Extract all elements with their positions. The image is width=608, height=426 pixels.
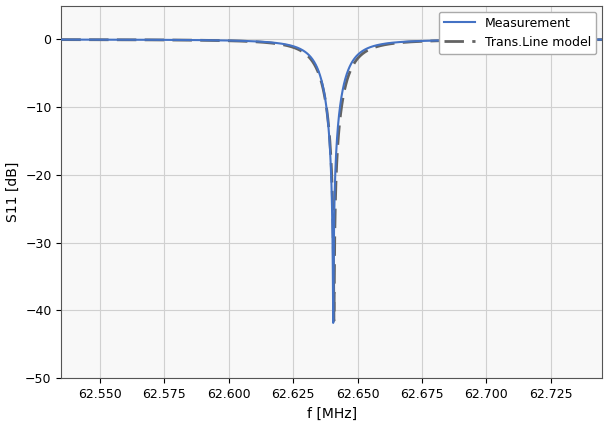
Measurement — [488, 37, 495, 43]
Measurement — [378, 42, 385, 47]
Trans.Line model — [599, 37, 606, 42]
Trans.Line model — [378, 43, 385, 48]
Trans.Line model — [401, 40, 409, 45]
Trans.Line model — [330, 318, 337, 323]
Measurement — [58, 37, 65, 42]
Measurement — [401, 39, 409, 44]
X-axis label: f [MHz]: f [MHz] — [307, 406, 357, 420]
Trans.Line model — [459, 38, 466, 43]
Trans.Line model — [58, 37, 65, 42]
Trans.Line model — [85, 37, 92, 42]
Trans.Line model — [488, 37, 495, 43]
Line: Measurement: Measurement — [61, 40, 603, 323]
Measurement — [459, 37, 466, 43]
Line: Trans.Line model: Trans.Line model — [61, 40, 603, 321]
Measurement — [599, 37, 606, 42]
Trans.Line model — [254, 39, 261, 44]
Y-axis label: S11 [dB]: S11 [dB] — [5, 162, 19, 222]
Measurement — [85, 37, 92, 42]
Legend: Measurement, Trans.Line model: Measurement, Trans.Line model — [439, 12, 596, 54]
Measurement — [254, 39, 261, 44]
Measurement — [330, 320, 337, 325]
